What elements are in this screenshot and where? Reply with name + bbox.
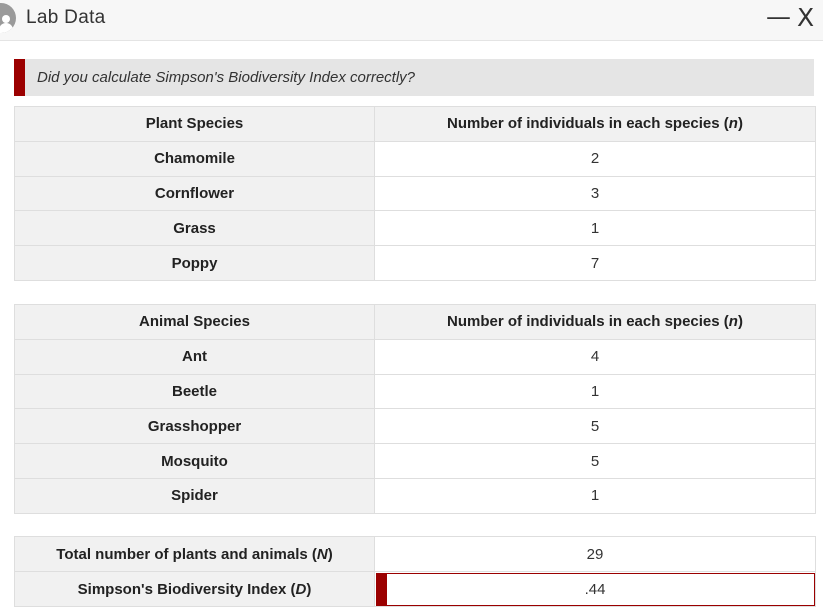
total-row: Total number of plants and animals (N) 2… [14,536,816,572]
plant-species-table: Plant Species Number of individuals in e… [14,106,816,281]
species-count: 7 [374,245,816,281]
minimize-button[interactable]: — [766,2,791,31]
species-count: 3 [374,175,816,212]
species-name: Beetle [14,373,375,410]
table-row: Ant 4 [14,338,816,375]
table-header-row: Plant Species Number of individuals in e… [14,106,816,142]
species-name: Grasshopper [14,408,375,445]
animal-count-header: Number of individuals in each species (n… [374,304,816,340]
species-count: 1 [374,477,816,514]
close-button[interactable]: X [797,3,815,32]
plant-species-header: Plant Species [14,106,375,142]
banner-accent-bar [14,59,25,96]
species-count: 5 [374,443,816,479]
plant-count-header: Number of individuals in each species (n… [374,106,816,142]
table-row: Mosquito 5 [14,443,816,479]
total-value: 29 [374,536,816,572]
species-name: Ant [14,338,375,375]
totals-table: Total number of plants and animals (N) 2… [14,536,816,607]
table-row: Poppy 7 [14,245,816,281]
table-row: Grass 1 [14,210,816,247]
user-avatar-icon [0,3,16,33]
title-bar: Lab Data — X [0,0,823,41]
species-count: 5 [374,408,816,445]
table-row: Chamomile 2 [14,140,816,177]
table-row: Beetle 1 [14,373,816,410]
index-label: Simpson's Biodiversity Index (D) [14,571,375,607]
table-row: Cornflower 3 [14,175,816,212]
index-row: Simpson's Biodiversity Index (D) [14,571,816,607]
species-count: 1 [374,210,816,247]
species-name: Cornflower [14,175,375,212]
species-name: Mosquito [14,443,375,479]
animal-species-header: Animal Species [14,304,375,340]
index-answer-cell[interactable] [374,571,816,607]
table-row: Spider 1 [14,477,816,514]
species-name: Grass [14,210,375,247]
animal-species-table: Animal Species Number of individuals in … [14,304,816,514]
table-header-row: Animal Species Number of individuals in … [14,304,816,340]
species-name: Chamomile [14,140,375,177]
simpson-index-input[interactable] [375,580,815,598]
species-count: 4 [374,338,816,375]
table-row: Grasshopper 5 [14,408,816,445]
question-banner: Did you calculate Simpson's Biodiversity… [14,59,814,96]
species-name: Spider [14,477,375,514]
species-name: Poppy [14,245,375,281]
species-count: 2 [374,140,816,177]
window-title: Lab Data [26,7,106,28]
species-count: 1 [374,373,816,410]
total-label: Total number of plants and animals (N) [14,536,375,572]
answer-accent-bar [376,573,387,605]
banner-text: Did you calculate Simpson's Biodiversity… [37,69,416,86]
